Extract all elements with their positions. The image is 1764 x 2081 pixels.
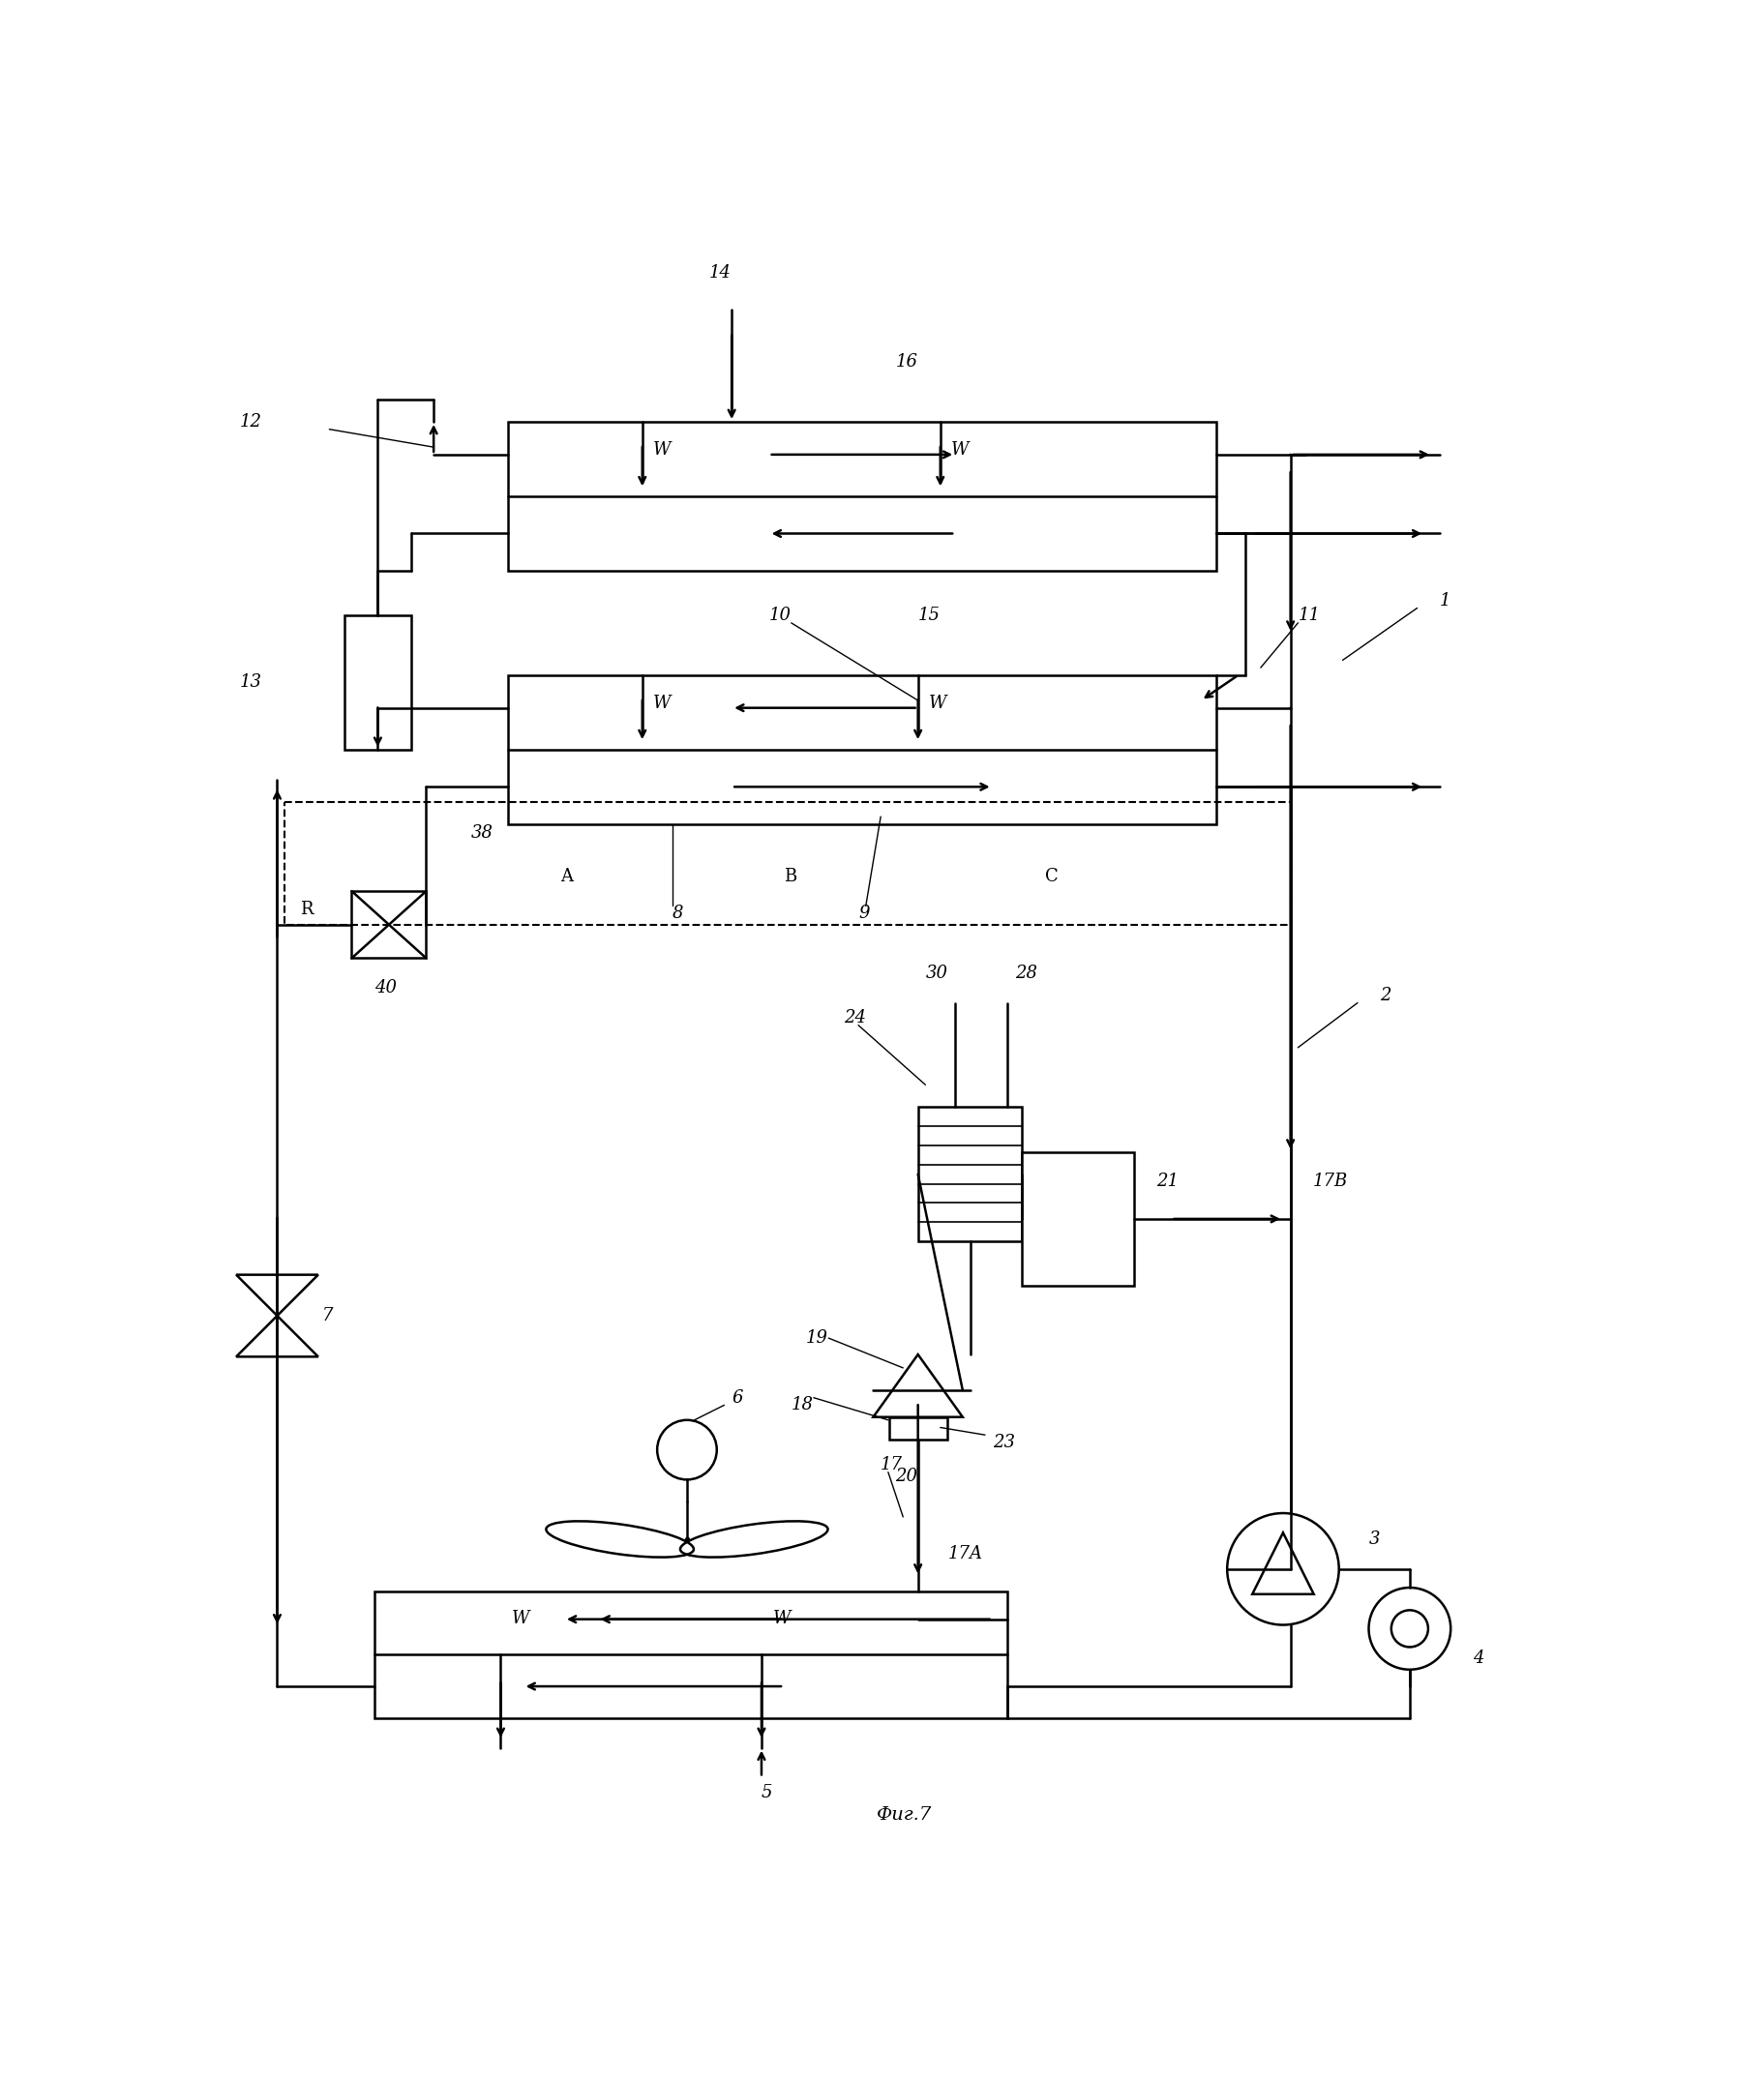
Text: 12: 12 [240,414,263,431]
Text: 3: 3 [1367,1530,1379,1548]
Text: 30: 30 [924,964,947,982]
Text: R: R [300,901,312,918]
Text: 17: 17 [880,1457,903,1473]
Bar [344,616,411,749]
Text: W: W [653,695,670,712]
Text: 10: 10 [769,608,790,624]
Text: W: W [653,441,670,458]
Text: 17A: 17A [947,1546,983,1563]
Bar [374,1592,1007,1719]
Text: 28: 28 [1014,964,1037,982]
Text: W: W [928,695,947,712]
Bar [351,891,425,957]
Text: 40: 40 [374,980,397,997]
Text: W: W [512,1609,529,1627]
Text: 19: 19 [806,1330,827,1346]
Text: C: C [1044,868,1057,884]
Bar [917,1107,1021,1240]
Text: 2: 2 [1379,986,1390,1005]
Text: 24: 24 [843,1009,864,1026]
Text: Фиг.7: Фиг.7 [877,1806,931,1823]
Text: 38: 38 [471,824,492,843]
Text: W: W [951,441,968,458]
Bar [508,674,1215,824]
Text: 13: 13 [240,674,263,691]
Text: 5: 5 [760,1783,773,1802]
Text: 14: 14 [709,264,732,281]
Text: A: A [559,868,573,884]
Text: 9: 9 [857,905,870,922]
Text: 20: 20 [894,1467,917,1486]
Text: 23: 23 [991,1434,1014,1450]
Text: 4: 4 [1473,1650,1484,1667]
Text: 11: 11 [1297,608,1319,624]
Text: 18: 18 [790,1396,813,1413]
Bar [889,1417,947,1440]
Text: 1: 1 [1439,591,1450,610]
Text: 7: 7 [321,1307,333,1324]
Text: B: B [783,868,796,884]
Text: 15: 15 [917,608,940,624]
Text: 21: 21 [1155,1174,1178,1190]
Text: W: W [773,1609,790,1627]
Bar [1021,1153,1134,1286]
Text: 6: 6 [732,1388,743,1407]
Bar [284,801,1289,924]
Text: 17B: 17B [1312,1174,1348,1190]
Text: 8: 8 [672,905,683,922]
Text: 16: 16 [894,354,917,370]
Bar [508,422,1215,570]
